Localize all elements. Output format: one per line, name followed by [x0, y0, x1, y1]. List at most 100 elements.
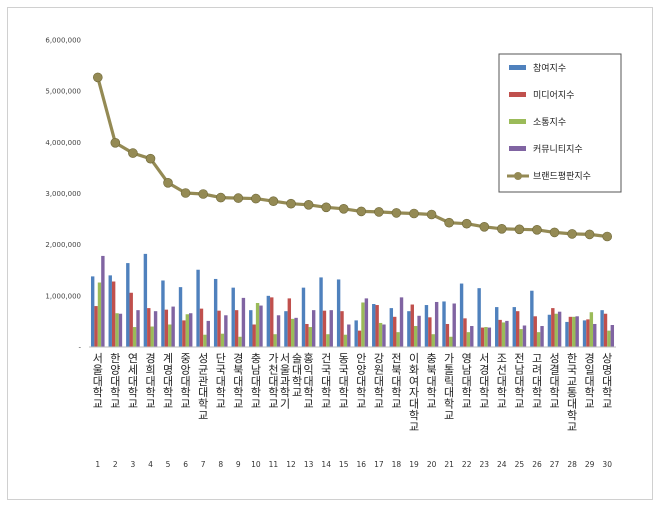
bar-4-6: [189, 313, 193, 347]
brand-index-point-17: [374, 207, 384, 217]
bar-1-25: [512, 307, 516, 347]
brand-index-point-14: [321, 202, 332, 213]
bar-4-24: [505, 320, 509, 347]
legend-marker-swatch: [514, 172, 522, 180]
bar-2-14: [322, 310, 327, 347]
bar-2-24: [498, 319, 502, 347]
bar-1-21: [442, 301, 446, 347]
y-tick-label: 2,000,000: [45, 241, 81, 249]
bar-2-4: [147, 308, 151, 347]
bar-4-2: [118, 313, 123, 347]
bar-2-11: [270, 297, 274, 347]
brand-index-point-12: [286, 198, 296, 209]
bar-4-8: [224, 315, 228, 347]
bar-3-13: [308, 327, 312, 347]
bar-3-27: [554, 313, 558, 347]
bar-4-21: [452, 303, 456, 347]
brand-index-point-20: [426, 209, 437, 220]
bar-2-6: [182, 320, 186, 347]
bar-4-26: [540, 326, 544, 347]
bar-3-22: [466, 332, 471, 347]
bar-2-3: [129, 292, 133, 347]
rank-label-9: 9: [236, 460, 241, 469]
bar-2-28: [568, 316, 573, 347]
bar-3-23: [484, 327, 488, 347]
bar-4-9: [241, 297, 246, 347]
rank-label-21: 21: [444, 460, 454, 469]
y-tick-label: 4,000,000: [45, 139, 81, 147]
bar-1-18: [389, 308, 394, 347]
y-axis: - 1,000,000 2,000,000 3,000,000 4,000,000 5,0…: [45, 37, 81, 352]
brand-index-point-24: [496, 224, 507, 234]
y-tick-label: 3,000,000: [45, 190, 81, 198]
bar-3-9: [238, 336, 242, 347]
rank-label-10: 10: [251, 460, 261, 469]
bar-3-30: [607, 330, 611, 347]
rank-label-27: 27: [550, 460, 560, 469]
bar-2-27: [551, 308, 555, 347]
y-tick-label: 5,000,000: [45, 88, 81, 96]
legend-label-5: 브랜드평판지수: [533, 171, 591, 182]
brand-index-point-2: [110, 138, 121, 148]
rank-label-8: 8: [218, 460, 223, 469]
brand-index-point-28: [567, 229, 577, 239]
bar-4-19: [417, 315, 421, 347]
rank-label-4: 4: [148, 460, 153, 469]
bar-4-28: [575, 316, 579, 347]
bar-3-1: [97, 282, 102, 347]
bar-1-10: [249, 310, 253, 347]
rank-label-23: 23: [480, 460, 490, 469]
rank-label-7: 7: [201, 460, 206, 469]
bar-2-2: [111, 281, 116, 347]
bar-2-7: [199, 308, 204, 348]
bar-2-25: [515, 311, 520, 347]
bar-2-21: [445, 323, 450, 347]
bar-series: [90, 253, 615, 348]
legend-label-1: 참여지수: [533, 62, 566, 74]
brand-index-point-6: [180, 188, 191, 198]
bar-1-29: [582, 320, 587, 347]
rank-label-6: 6: [183, 460, 188, 469]
legend-swatch-1: [509, 65, 526, 70]
bar-4-11: [276, 315, 281, 347]
rank-label-17: 17: [374, 460, 384, 469]
brand-index-point-1: [93, 72, 103, 83]
bar-3-2: [115, 313, 119, 347]
bar-3-14: [326, 334, 330, 347]
bar-2-5: [164, 309, 169, 347]
brand-index-point-16: [356, 206, 367, 217]
brand-index-point-25: [514, 224, 525, 235]
bar-3-6: [185, 314, 190, 347]
bar-2-23: [480, 327, 485, 347]
bar-2-26: [533, 316, 537, 347]
rank-labels: 1 2 3 4 5 6 7 8 9 10 11 12 13 14 15 16 17 18 19 20 21 22 23 24 2…: [95, 460, 612, 469]
line-series: [93, 72, 613, 242]
brand-index-point-9: [233, 193, 244, 203]
brand-index-point-3: [128, 148, 138, 158]
y-tick-label: 6,000,000: [45, 37, 81, 45]
bar-2-17: [375, 305, 379, 347]
bar-2-30: [603, 313, 608, 347]
rank-label-11: 11: [269, 460, 279, 469]
category-label-12: 서 울 과 학 기술 대 학 교: [280, 352, 302, 411]
bar-3-19: [413, 326, 418, 347]
bar-3-16: [361, 302, 365, 347]
bar-3-21: [449, 336, 453, 347]
rank-label-2: 2: [113, 460, 118, 469]
bar-1-9: [231, 287, 235, 347]
brand-index-point-8: [216, 192, 226, 203]
